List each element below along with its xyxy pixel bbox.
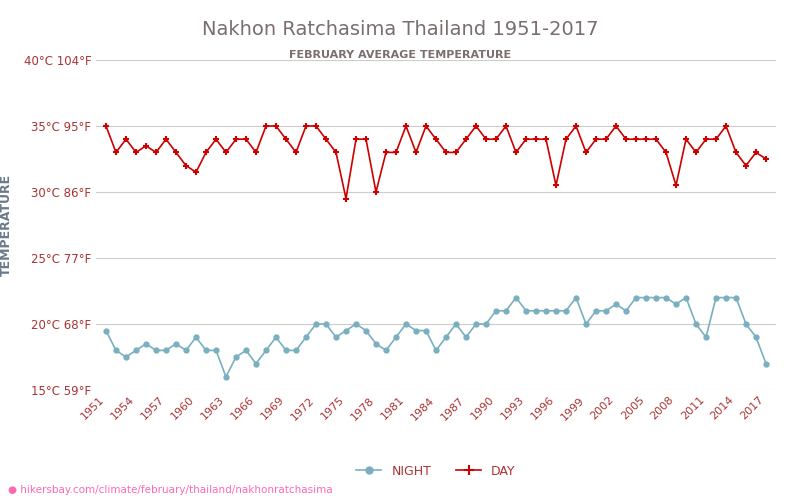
Text: Nakhon Ratchasima Thailand 1951-2017: Nakhon Ratchasima Thailand 1951-2017 xyxy=(202,20,598,39)
Text: FEBRUARY AVERAGE TEMPERATURE: FEBRUARY AVERAGE TEMPERATURE xyxy=(289,50,511,60)
Legend: NIGHT, DAY: NIGHT, DAY xyxy=(351,460,521,483)
Y-axis label: TEMPERATURE: TEMPERATURE xyxy=(0,174,13,276)
Text: ● hikersbay.com/climate/february/thailand/nakhonratchasima: ● hikersbay.com/climate/february/thailan… xyxy=(8,485,333,495)
